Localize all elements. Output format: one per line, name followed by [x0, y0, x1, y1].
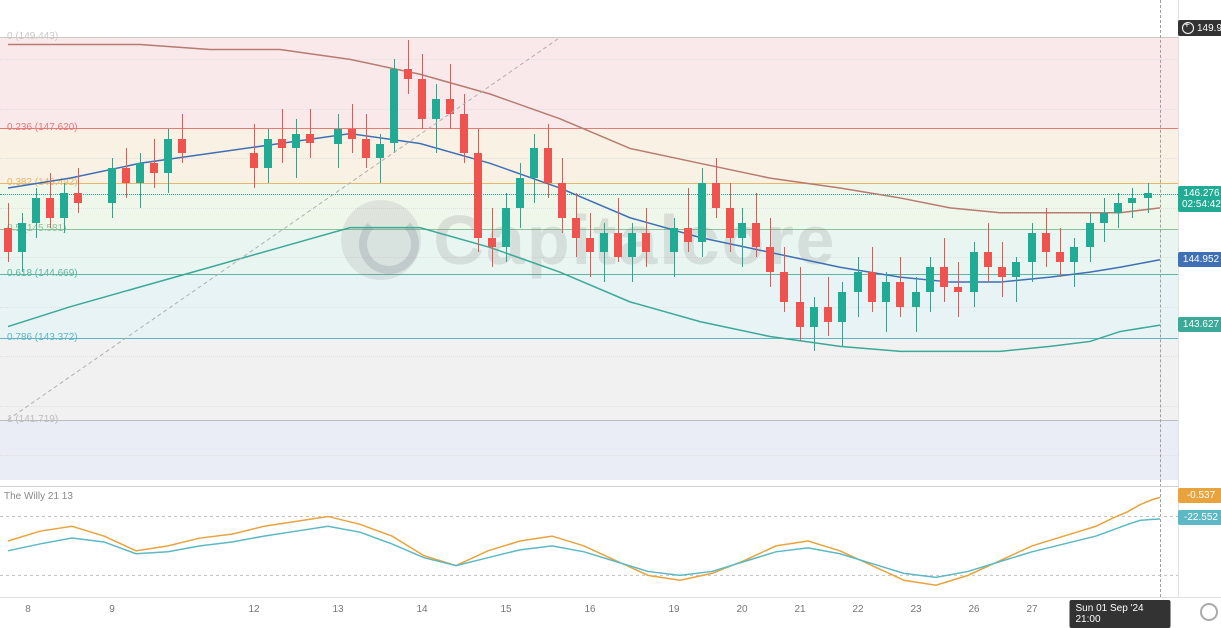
candles: [0, 0, 1178, 480]
indicator-title: The Willy 21 13: [4, 491, 73, 502]
x-tick-label: 12: [248, 604, 259, 615]
x-tick-label: 14: [416, 604, 427, 615]
x-tick-label: 19: [668, 604, 679, 615]
x-tick-label: 16: [584, 604, 595, 615]
x-tick-label: 13: [332, 604, 343, 615]
x-tick-label: 8: [25, 604, 31, 615]
x-axis: 891213141516192021222326272829Sun 01 Sep…: [0, 597, 1221, 626]
indicator-badge: -0.537: [1178, 488, 1221, 503]
x-tick-label: 26: [968, 604, 979, 615]
price-badge: 144.952: [1178, 252, 1221, 267]
indicator-lines: [0, 487, 1178, 595]
price-chart[interactable]: 0 (149.443)0.236 (147.620)0.382 (146.492…: [0, 0, 1178, 480]
x-tick-label: 9: [109, 604, 115, 615]
x-tick-label: 15: [500, 604, 511, 615]
x-tick-label: 23: [910, 604, 921, 615]
indicator-badge: -22.552: [1178, 510, 1221, 525]
willy-indicator[interactable]: The Willy 21 13: [0, 486, 1178, 595]
x-tick-label: 22: [852, 604, 863, 615]
x-tick-label: 21: [794, 604, 805, 615]
x-tick-label: 20: [736, 604, 747, 615]
high-price-badge[interactable]: 149.986: [1178, 20, 1221, 36]
time-box: Sun 01 Sep '24 21:00: [1070, 600, 1171, 628]
price-badge: 143.627: [1178, 317, 1221, 332]
high-price-value: 149.986: [1197, 23, 1221, 34]
gear-icon[interactable]: [1200, 603, 1218, 621]
price-badge: 146.27602:54:42: [1178, 186, 1221, 212]
x-tick-label: 27: [1026, 604, 1037, 615]
y-axis: 141.000142.000143.000144.000145.000146.0…: [1178, 0, 1221, 625]
plus-icon: [1182, 22, 1194, 34]
